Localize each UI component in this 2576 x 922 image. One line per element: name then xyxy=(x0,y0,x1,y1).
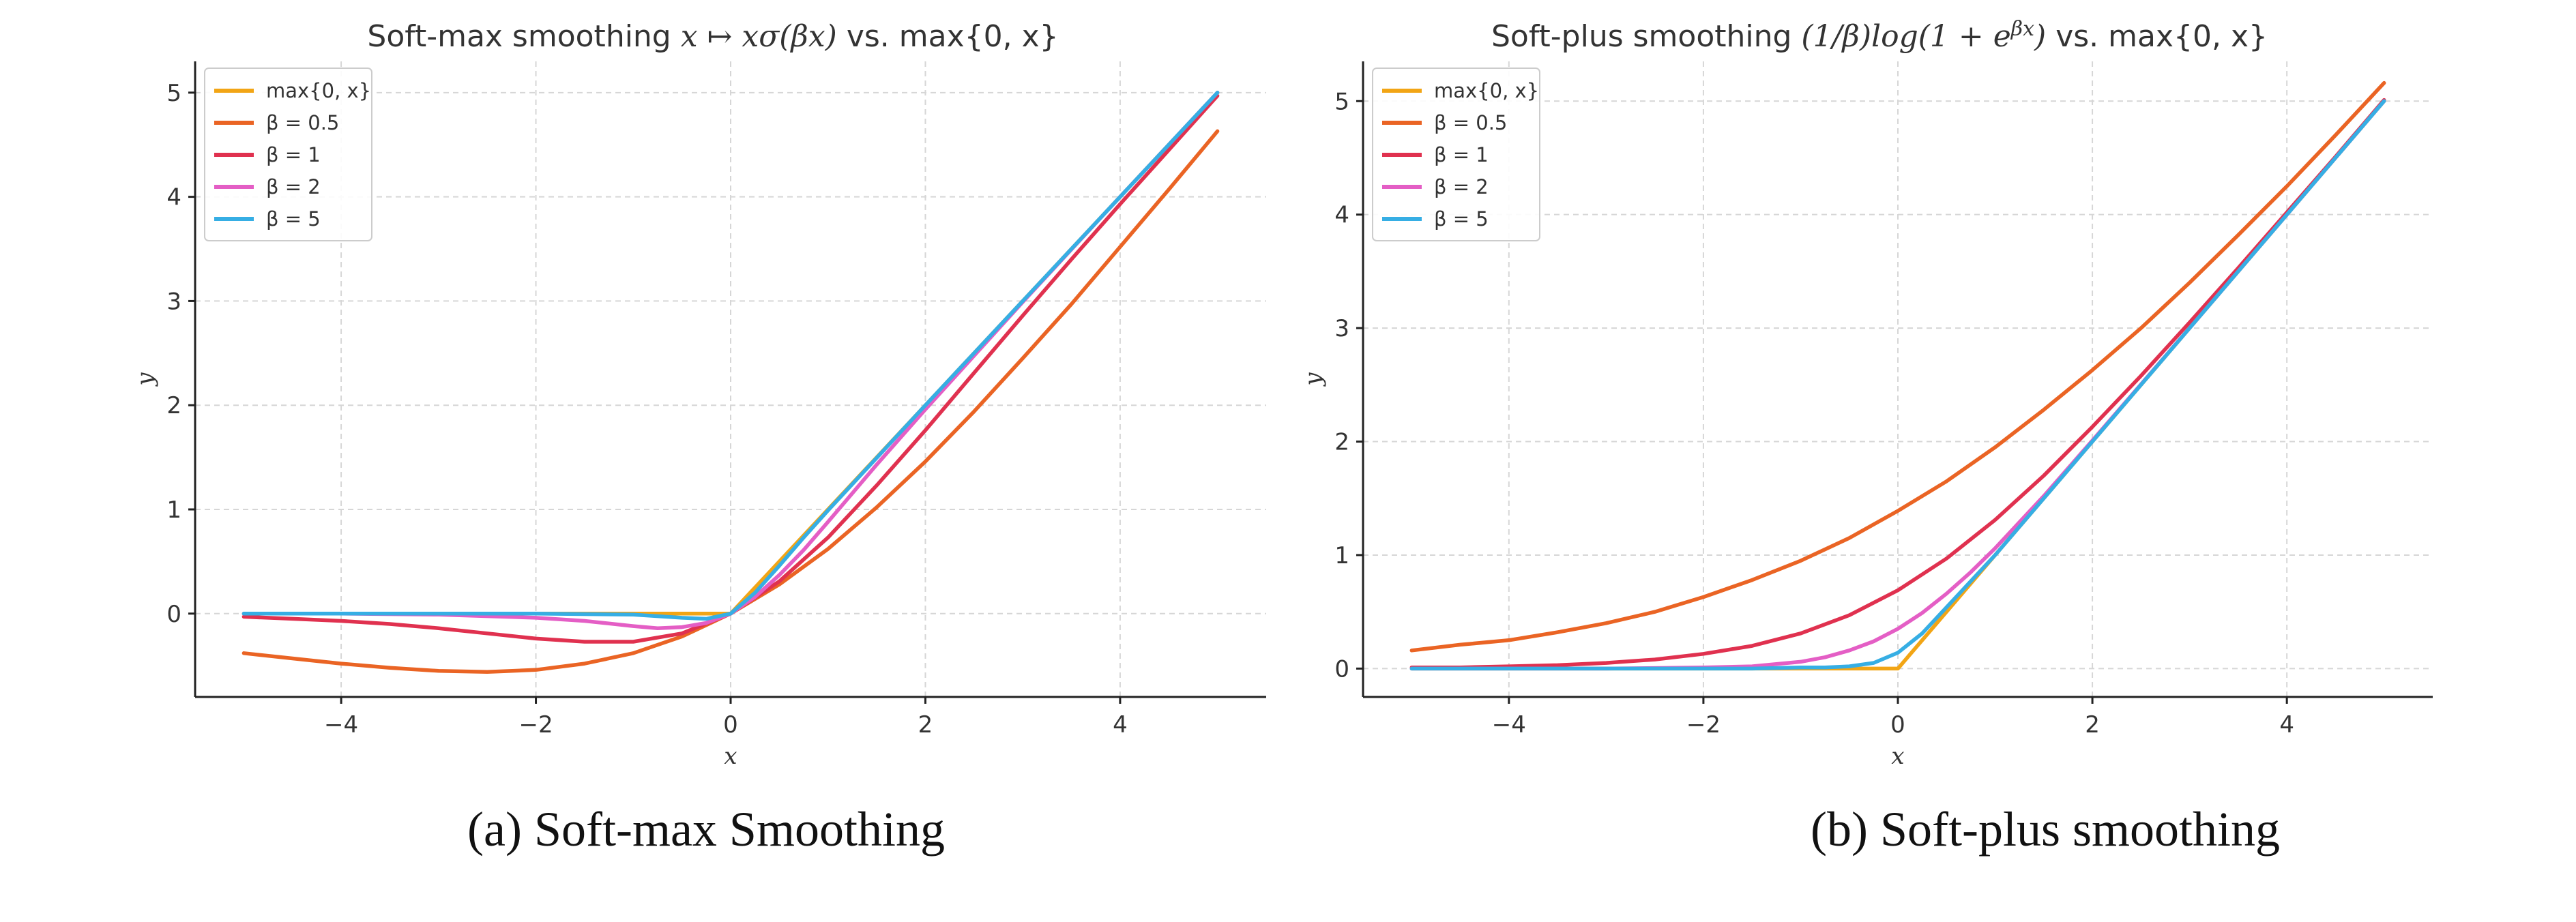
y-tick-label: 0 xyxy=(166,601,181,628)
y-tick-label: 1 xyxy=(1334,542,1349,569)
y-tick-label: 2 xyxy=(1334,429,1349,456)
legend-label: β = 0.5 xyxy=(1434,111,1507,134)
y-tick-label: 3 xyxy=(166,288,181,315)
y-tick-label: 4 xyxy=(1334,202,1349,229)
legend-label: β = 2 xyxy=(266,175,321,198)
chart-title-suffix: vs. max{0, x} xyxy=(837,19,1059,54)
x-tick-label: 0 xyxy=(1890,711,1905,739)
y-axis-label: y xyxy=(132,372,159,387)
legend-label: β = 5 xyxy=(1434,207,1489,230)
legend-label: β = 1 xyxy=(1434,143,1489,166)
series-line-0-5 xyxy=(1409,80,2386,653)
tick-labels: −4 −2 0 2 4 0 1 2 3 4 5 xyxy=(166,80,1127,739)
chart-title-prefix: Soft-plus smoothing xyxy=(1491,19,1801,54)
chart-title-formula-close: ) xyxy=(2034,19,2046,54)
x-tick-label: 4 xyxy=(1113,711,1128,739)
x-tick-label: 4 xyxy=(2279,711,2294,739)
chart-title-prefix: Soft-max smoothing xyxy=(367,19,680,54)
legend-frame xyxy=(1372,68,1540,241)
chart-title-suffix: vs. max{0, x} xyxy=(2046,19,2268,54)
chart-title-formula-superscript: βx xyxy=(2010,17,2034,41)
tick-labels: −4 −2 0 2 4 0 1 2 3 4 5 xyxy=(1334,88,2294,739)
x-axis-label: x xyxy=(1891,743,1904,770)
series-line-1 xyxy=(1409,98,2386,670)
x-tick-label: 2 xyxy=(2085,711,2100,739)
chart-panel-softplus: Soft-plus smoothing (1/β)log(1 + eβx) vs… xyxy=(1300,17,2433,770)
chart-title: Soft-max smoothing x ↦ xσ(βx) vs. max{0,… xyxy=(367,19,1058,54)
x-tick-label: −4 xyxy=(324,711,358,739)
legend-label: β = 0.5 xyxy=(266,111,339,134)
y-tick-label: 5 xyxy=(1334,88,1349,115)
axes xyxy=(188,61,1266,704)
axes xyxy=(1356,61,2433,704)
legend-label: β = 1 xyxy=(266,143,321,166)
x-axis-label: x xyxy=(724,743,737,770)
y-tick-label: 5 xyxy=(166,80,181,107)
legend: max{0, x} β = 0.5 β = 1 β = 2 β = 5 xyxy=(204,68,372,241)
x-tick-label: −4 xyxy=(1492,711,1526,739)
y-tick-label: 4 xyxy=(166,184,181,211)
legend-label: β = 2 xyxy=(1434,175,1489,198)
plot-series xyxy=(241,91,1220,674)
legend-label: β = 5 xyxy=(266,207,321,230)
chart-title-formula: x ↦ xσ(βx) xyxy=(681,19,837,54)
y-axis-label: y xyxy=(1300,372,1327,387)
series-line-5 xyxy=(1409,99,2386,671)
plot-series xyxy=(1409,80,2386,671)
legend: max{0, x} β = 0.5 β = 1 β = 2 β = 5 xyxy=(1372,68,1540,241)
x-tick-label: 2 xyxy=(918,711,933,739)
y-tick-label: 1 xyxy=(166,496,181,524)
y-tick-label: 3 xyxy=(1334,315,1349,342)
chart-title: Soft-plus smoothing (1/β)log(1 + eβx) vs… xyxy=(1491,17,2268,54)
x-tick-label: −2 xyxy=(518,711,553,739)
series-line-5 xyxy=(241,91,1220,621)
y-tick-label: 0 xyxy=(1334,655,1349,683)
chart-title-formula: (1/β)log(1 + e xyxy=(1801,19,2010,54)
legend-frame xyxy=(204,68,372,241)
legend-label: max{0, x} xyxy=(1434,79,1539,102)
chart-panel-softmax: Soft-max smoothing x ↦ xσ(βx) vs. max{0,… xyxy=(132,19,1266,770)
caption-a: (a) Soft-max Smoothing xyxy=(467,802,945,857)
legend-label: max{0, x} xyxy=(266,79,371,102)
caption-b: (b) Soft-plus smoothing xyxy=(1811,802,2280,857)
y-tick-label: 2 xyxy=(166,392,181,419)
x-tick-label: 0 xyxy=(723,711,738,739)
x-tick-label: −2 xyxy=(1686,711,1721,739)
